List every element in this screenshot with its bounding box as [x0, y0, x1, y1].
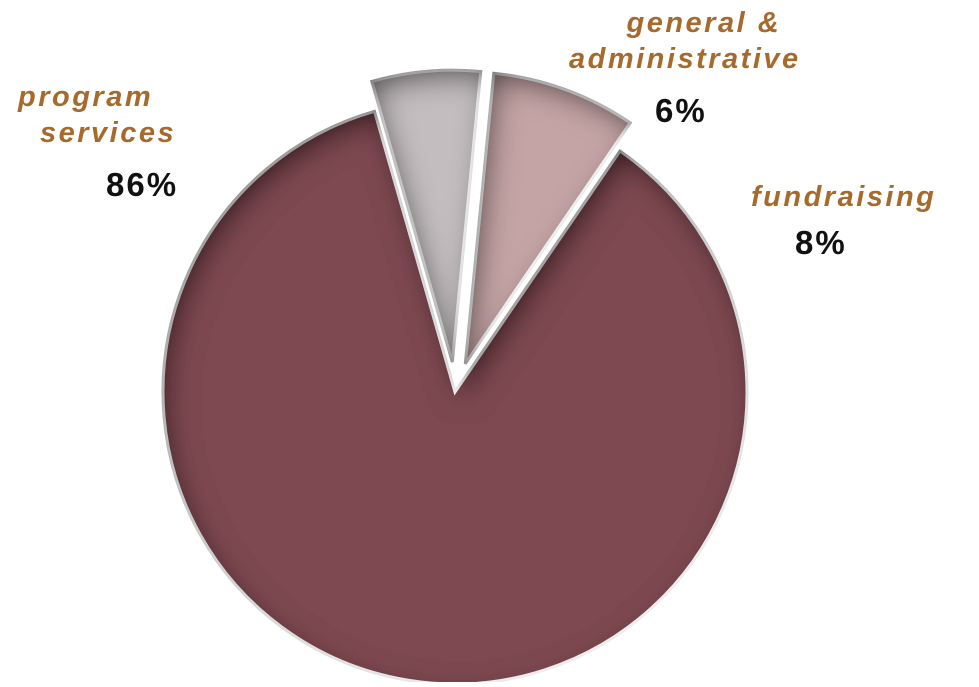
slice-label-program-services: program services	[18, 79, 176, 151]
slice-value-program-services: 86%	[106, 166, 179, 203]
slice-fundraising	[463, 71, 633, 365]
pie-slices	[161, 68, 749, 686]
slice-label-line: administrative	[569, 43, 801, 75]
slice-label-line: general &	[626, 7, 782, 39]
slice-program-services	[161, 109, 749, 686]
slice-label-line: services	[40, 117, 177, 149]
slice-general-administrative	[369, 68, 483, 363]
slice-label-fundraising: fundraising	[751, 181, 937, 213]
slice-value-general-administrative: 6%	[655, 92, 707, 129]
slice-label-line: program	[18, 81, 154, 113]
slice-label-general-administrative: general & administrative	[569, 5, 801, 77]
slice-value-fundraising: 8%	[795, 224, 847, 261]
